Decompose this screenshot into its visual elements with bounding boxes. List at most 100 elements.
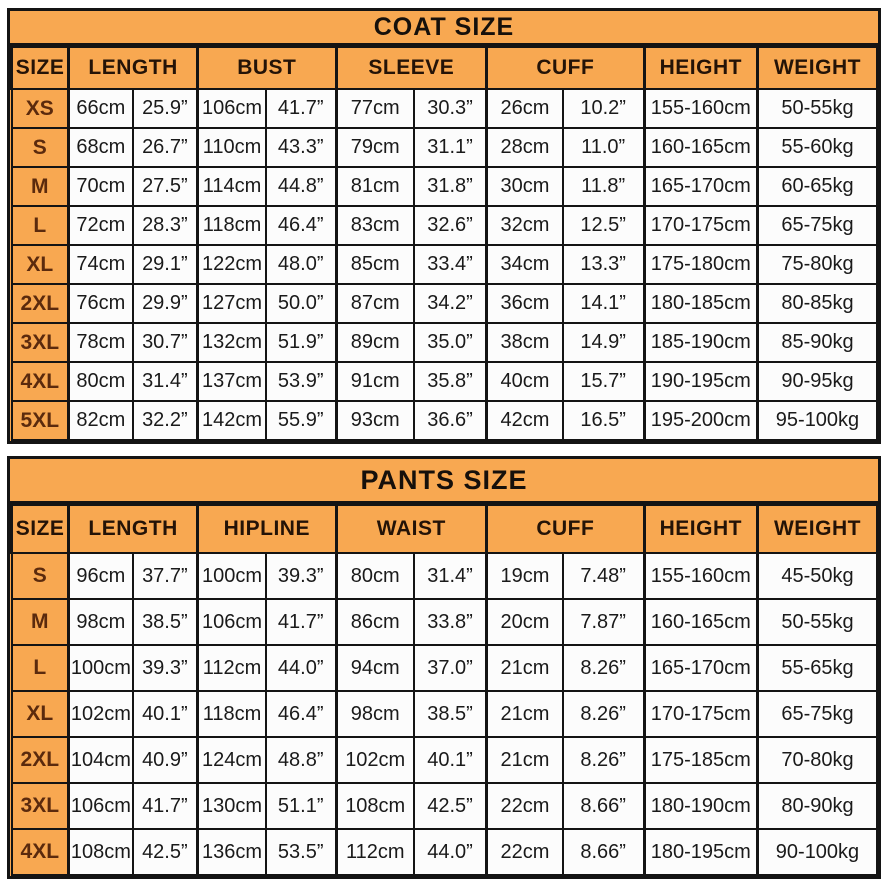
pants-size-grid: SIZE LENGTH HIPLINE WAIST CUFF HEIGHT WEIGHT S… xyxy=(9,504,878,876)
measurement-cell: 106cm xyxy=(67,782,134,830)
measurement-cell: 93cm xyxy=(334,400,415,441)
table-row: 4XL 80cm 31.4” 137cm 53.9” 91cm 35.8” 40cm 15.7”… xyxy=(10,361,878,402)
table-row: 3XL 106cm 41.7” 130cm 51.1” 108cm 42.5” 22cm 8.6… xyxy=(10,782,878,830)
column-header-length: LENGTH xyxy=(67,504,199,554)
table-row: 4XL 108cm 42.5” 136cm 53.5” 112cm 44.0” 22cm 8.6… xyxy=(10,828,878,876)
measurement-cell: 132cm xyxy=(196,322,267,363)
table-row: 3XL 78cm 30.7” 132cm 51.9” 89cm 35.0” 38cm 14.9”… xyxy=(10,322,878,363)
measurement-cell: 185-190cm xyxy=(642,322,759,363)
coat-size-title: COAT SIZE xyxy=(10,11,878,46)
measurement-cell: 106cm xyxy=(196,88,267,129)
measurement-cell: 46.4” xyxy=(264,690,338,738)
measurement-cell: 106cm xyxy=(196,598,267,646)
coat-size-table: COAT SIZE SIZE LENGTH BUST SLEEVE CUFF HEIGHT… xyxy=(7,8,881,444)
measurement-cell: 160-165cm xyxy=(642,598,759,646)
measurement-cell: 180-185cm xyxy=(642,283,759,324)
measurement-cell: 89cm xyxy=(334,322,415,363)
measurement-cell: 40cm xyxy=(485,361,564,402)
measurement-cell: 104cm xyxy=(67,736,134,784)
measurement-cell: 100cm xyxy=(67,644,134,692)
measurement-cell: 8.26” xyxy=(561,644,646,692)
measurement-cell: 10.2” xyxy=(561,88,646,129)
measurement-cell: 38.5” xyxy=(131,598,199,646)
table-row: XL 74cm 29.1” 122cm 48.0” 85cm 33.4” 34cm 13.3” 1… xyxy=(10,244,878,285)
pants-size-title: PANTS SIZE xyxy=(10,459,878,504)
measurement-cell: 195-200cm xyxy=(642,400,759,441)
measurement-cell: 55-60kg xyxy=(755,127,878,168)
size-label: 3XL xyxy=(10,782,70,830)
measurement-cell: 66cm xyxy=(67,88,134,129)
measurement-cell: 70-80kg xyxy=(755,736,878,784)
measurement-cell: 165-170cm xyxy=(642,644,759,692)
measurement-cell: 40.1” xyxy=(131,690,199,738)
measurement-cell: 118cm xyxy=(196,205,267,246)
table-row: XS 66cm 25.9” 106cm 41.7” 77cm 30.3” 26cm 10.2” 1… xyxy=(10,88,878,129)
measurement-cell: 32.2” xyxy=(131,400,199,441)
header-row: SIZE LENGTH BUST SLEEVE CUFF HEIGHT WEIGHT xyxy=(9,46,878,90)
measurement-cell: 48.8” xyxy=(264,736,338,784)
measurement-cell: 82cm xyxy=(67,400,134,441)
measurement-cell: 8.26” xyxy=(561,736,646,784)
column-header-size: SIZE xyxy=(9,504,70,554)
measurement-cell: 90-95kg xyxy=(755,361,878,402)
measurement-cell: 110cm xyxy=(196,127,267,168)
measurement-cell: 114cm xyxy=(196,166,267,207)
measurement-cell: 50-55kg xyxy=(755,88,878,129)
measurement-cell: 155-160cm xyxy=(642,552,759,600)
measurement-cell: 7.87” xyxy=(561,598,646,646)
measurement-cell: 41.7” xyxy=(264,88,338,129)
measurement-cell: 13.3” xyxy=(561,244,646,285)
measurement-cell: 75-80kg xyxy=(755,244,878,285)
measurement-cell: 28cm xyxy=(485,127,564,168)
measurement-cell: 43.3” xyxy=(264,127,338,168)
measurement-cell: 102cm xyxy=(67,690,134,738)
measurement-cell: 26cm xyxy=(485,88,564,129)
measurement-cell: 137cm xyxy=(196,361,267,402)
size-label: L xyxy=(10,644,70,692)
measurement-cell: 45-50kg xyxy=(755,552,878,600)
measurement-cell: 78cm xyxy=(67,322,134,363)
measurement-cell: 44.0” xyxy=(412,828,488,876)
size-label: XL xyxy=(10,244,70,285)
measurement-cell: 102cm xyxy=(334,736,415,784)
measurement-cell: 80cm xyxy=(334,552,415,600)
measurement-cell: 86cm xyxy=(334,598,415,646)
measurement-cell: 14.9” xyxy=(561,322,646,363)
measurement-cell: 124cm xyxy=(196,736,267,784)
measurement-cell: 15.7” xyxy=(561,361,646,402)
size-label: 4XL xyxy=(10,828,70,876)
measurement-cell: 34.2” xyxy=(412,283,488,324)
measurement-cell: 91cm xyxy=(334,361,415,402)
measurement-cell: 53.9” xyxy=(264,361,338,402)
measurement-cell: 30.3” xyxy=(412,88,488,129)
measurement-cell: 100cm xyxy=(196,552,267,600)
table-row: 5XL 82cm 32.2” 142cm 55.9” 93cm 36.6” 42cm 16.5”… xyxy=(10,400,878,441)
measurement-cell: 155-160cm xyxy=(642,88,759,129)
size-label: 2XL xyxy=(10,283,70,324)
column-header-sleeve: SLEEVE xyxy=(334,46,488,90)
measurement-cell: 175-185cm xyxy=(642,736,759,784)
measurement-cell: 118cm xyxy=(196,690,267,738)
size-label: S xyxy=(10,552,70,600)
table-row: M 70cm 27.5” 114cm 44.8” 81cm 31.8” 30cm 11.8” 16… xyxy=(10,166,878,207)
measurement-cell: 39.3” xyxy=(264,552,338,600)
measurement-cell: 190-195cm xyxy=(642,361,759,402)
column-header-weight: WEIGHT xyxy=(755,504,878,554)
header-row: SIZE LENGTH HIPLINE WAIST CUFF HEIGHT WEIGHT xyxy=(9,504,878,554)
size-label: M xyxy=(10,166,70,207)
measurement-cell: 77cm xyxy=(334,88,415,129)
table-row: XL 102cm 40.1” 118cm 46.4” 98cm 38.5” 21cm 8.26”… xyxy=(10,690,878,738)
measurement-cell: 30cm xyxy=(485,166,564,207)
measurement-cell: 170-175cm xyxy=(642,205,759,246)
measurement-cell: 37.7” xyxy=(131,552,199,600)
table-row: 2XL 76cm 29.9” 127cm 50.0” 87cm 34.2” 36cm 14.1”… xyxy=(10,283,878,324)
size-label: XL xyxy=(10,690,70,738)
measurement-cell: 68cm xyxy=(67,127,134,168)
measurement-cell: 31.1” xyxy=(412,127,488,168)
size-label: 4XL xyxy=(10,361,70,402)
measurement-cell: 98cm xyxy=(67,598,134,646)
measurement-cell: 20cm xyxy=(485,598,564,646)
measurement-cell: 8.26” xyxy=(561,690,646,738)
measurement-cell: 16.5” xyxy=(561,400,646,441)
measurement-cell: 42.5” xyxy=(131,828,199,876)
